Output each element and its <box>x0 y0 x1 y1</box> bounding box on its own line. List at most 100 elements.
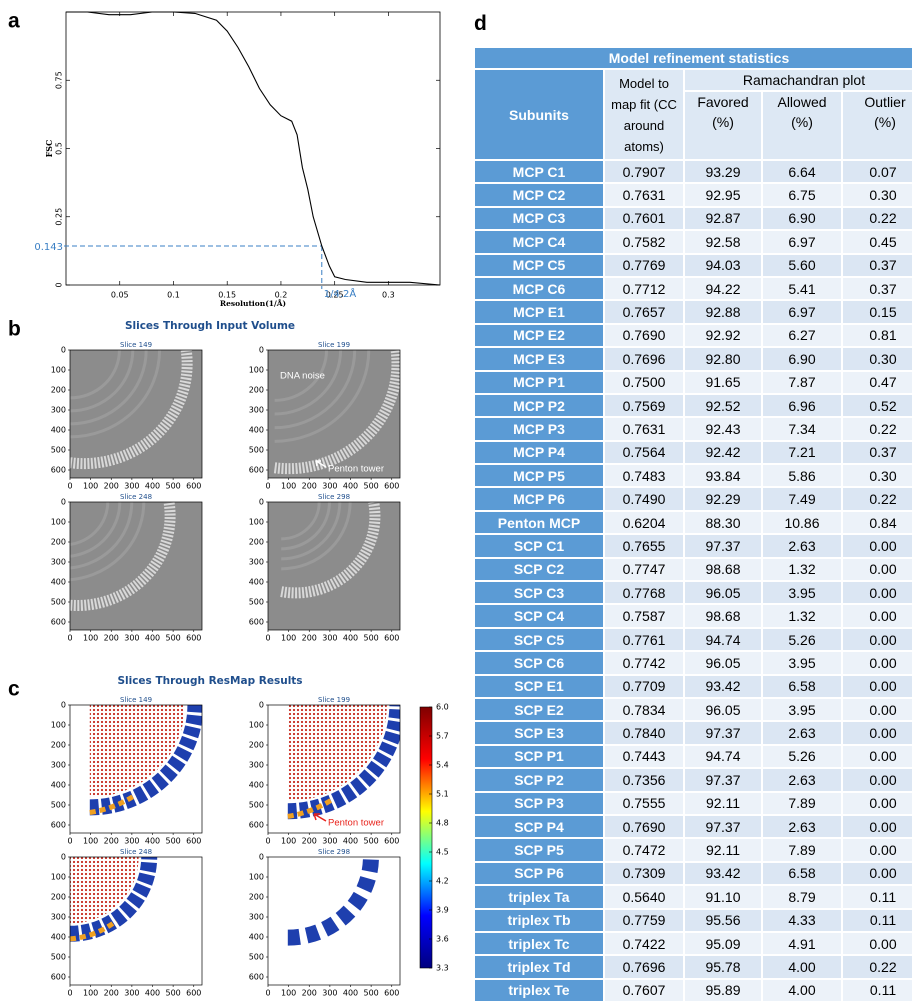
y-tick-label: 100 <box>51 873 66 882</box>
value-cell: 2.63 <box>762 721 842 745</box>
subunit-cell: SCP P5 <box>474 838 604 862</box>
value-cell: 0.00 <box>842 557 912 582</box>
x-tick-label: 500 <box>363 837 378 846</box>
y-tick-label: 0 <box>61 853 66 862</box>
y-tick-label: 400 <box>51 933 66 942</box>
dna-noise <box>281 502 321 541</box>
y-tick-label: 100 <box>249 366 264 375</box>
resmap-core <box>70 857 139 924</box>
value-cell: 0.7768 <box>604 581 684 605</box>
image-frame <box>69 856 203 986</box>
subunit-cell: MCP P5 <box>474 464 604 488</box>
x-tick-label: 400 <box>145 634 160 643</box>
x-tick-label: 0.1 <box>167 291 180 300</box>
value-cell: 92.42 <box>684 440 762 465</box>
value-cell: 0.7309 <box>604 861 684 886</box>
value-cell: 0.7356 <box>604 768 684 792</box>
y-tick-label: 0 <box>61 701 66 710</box>
subunit-cell: triplex Te <box>474 978 604 1003</box>
y-tick-label: 200 <box>249 386 264 395</box>
y-tick-label: 500 <box>249 801 264 810</box>
plot-frame <box>65 11 441 286</box>
value-cell: 92.52 <box>684 393 762 418</box>
x-tick-label: 100 <box>281 989 296 998</box>
value-cell: 3.95 <box>762 581 842 605</box>
x-tick-label: 600 <box>384 989 399 998</box>
dna-noise <box>274 350 371 443</box>
subunit-cell: MCP E3 <box>474 347 604 371</box>
column-header: Subunits <box>474 69 604 160</box>
y-tick-label: 200 <box>51 386 66 395</box>
y-tick-label: 500 <box>249 598 264 607</box>
table-row: SCP P5 0.7472 92.11 7.89 0.00 <box>474 838 912 862</box>
panel-label: a <box>8 10 20 33</box>
y-tick-label: 0 <box>259 701 264 710</box>
colorbar-label: 5.1 <box>436 790 449 799</box>
value-cell: 5.60 <box>762 253 842 277</box>
capsid-shell <box>280 502 381 599</box>
x-tick-label: 300 <box>322 634 337 643</box>
x-tick-label: 0 <box>265 989 270 998</box>
subunit-cell: MCP P1 <box>474 370 604 394</box>
value-cell: 0.7607 <box>604 978 684 1003</box>
table-row: SCP C3 0.7768 96.05 3.95 0.00 <box>474 581 912 605</box>
value-cell: 97.37 <box>684 814 762 839</box>
y-tick-label: 200 <box>249 538 264 547</box>
grid-title: Slices Through Input Volume <box>125 320 295 332</box>
value-cell: 6.97 <box>762 300 842 324</box>
value-cell: 0.7443 <box>604 744 684 769</box>
subunit-cell: SCP P2 <box>474 768 604 792</box>
value-cell: 4.33 <box>762 908 842 932</box>
y-tick-label: 600 <box>249 821 264 830</box>
value-cell: 0.22 <box>842 487 912 511</box>
value-cell: 94.74 <box>684 744 762 769</box>
value-cell: 0.7747 <box>604 557 684 582</box>
capsid-shell <box>70 502 176 611</box>
slice-title: Slice 199 <box>318 696 350 704</box>
x-tick-label: 0 <box>67 634 72 643</box>
value-cell: 0.00 <box>842 861 912 886</box>
value-cell: 7.89 <box>762 838 842 862</box>
value-cell: 95.89 <box>684 978 762 1003</box>
value-cell: 3.95 <box>762 697 842 722</box>
x-tick-label: 500 <box>363 482 378 491</box>
image-frame <box>69 349 203 479</box>
dna-noise <box>70 350 148 426</box>
x-tick-label: 600 <box>186 482 201 491</box>
value-cell: 92.58 <box>684 230 762 254</box>
subunit-cell: SCP P6 <box>474 861 604 886</box>
table-row: MCP P4 0.7564 92.42 7.21 0.37 <box>474 440 912 465</box>
value-cell: 4.91 <box>762 931 842 956</box>
value-cell: 5.26 <box>762 627 842 652</box>
colorbar-label: 4.8 <box>436 819 449 828</box>
value-cell: 92.87 <box>684 206 762 231</box>
subunit-cell: MCP C5 <box>474 253 604 277</box>
x-tick-label: 0.25 <box>326 291 344 300</box>
resmap-core <box>89 705 185 798</box>
colorbar-label: 3.3 <box>436 964 449 973</box>
dna-noise <box>70 502 134 570</box>
value-cell: 96.05 <box>684 651 762 675</box>
value-cell: 0.7500 <box>604 370 684 394</box>
value-cell: 0.37 <box>842 276 912 301</box>
value-cell: 0.00 <box>842 627 912 652</box>
value-cell: 10.86 <box>762 510 842 535</box>
table-row: MCP P3 0.7631 92.43 7.34 0.22 <box>474 417 912 441</box>
y-tick-label: 600 <box>51 466 66 475</box>
value-cell: 0.7769 <box>604 253 684 277</box>
x-tick-label: 500 <box>363 634 378 643</box>
slice-title: Slice 199 <box>318 341 350 349</box>
y-tick-label: 300 <box>249 761 264 770</box>
subunit-cell: SCP C1 <box>474 534 604 558</box>
value-cell: 97.37 <box>684 768 762 792</box>
y-tick-label: 0 <box>259 346 264 355</box>
table-row: triplex Ta 0.5640 91.10 8.79 0.11 <box>474 885 912 909</box>
threshold-label: 0.143 <box>34 242 63 253</box>
dna-noise <box>70 502 110 546</box>
x-tick-label: 0 <box>265 634 270 643</box>
value-cell: 92.29 <box>684 487 762 511</box>
x-tick-label: 200 <box>302 482 317 491</box>
subunit-cell: MCP P6 <box>474 487 604 511</box>
value-cell: 6.27 <box>762 323 842 348</box>
value-cell: 0.30 <box>842 347 912 371</box>
